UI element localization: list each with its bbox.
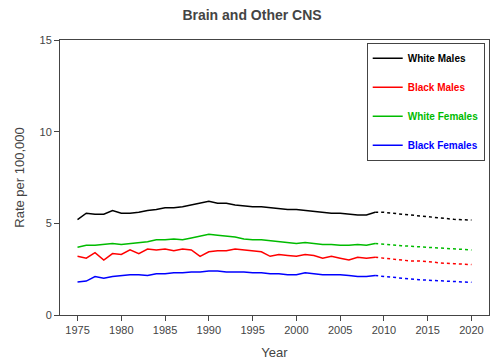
- svg-text:2020: 2020: [459, 324, 483, 336]
- svg-text:10: 10: [40, 126, 52, 138]
- svg-text:5: 5: [46, 217, 52, 229]
- svg-text:2010: 2010: [372, 324, 396, 336]
- svg-text:Black Females: Black Females: [408, 140, 478, 151]
- svg-text:Brain and Other CNS: Brain and Other CNS: [182, 7, 321, 23]
- svg-text:1990: 1990: [197, 324, 221, 336]
- svg-text:Black Males: Black Males: [408, 82, 466, 93]
- svg-text:2015: 2015: [415, 324, 439, 336]
- svg-text:1975: 1975: [65, 324, 89, 336]
- svg-text:Year: Year: [261, 345, 288, 360]
- svg-text:0: 0: [46, 309, 52, 321]
- svg-text:White Males: White Males: [408, 53, 466, 64]
- svg-text:White Females: White Females: [408, 111, 478, 122]
- svg-text:Rate per 100,000: Rate per 100,000: [12, 127, 27, 227]
- svg-text:2005: 2005: [328, 324, 352, 336]
- svg-text:1995: 1995: [240, 324, 264, 336]
- svg-text:1985: 1985: [153, 324, 177, 336]
- svg-text:15: 15: [40, 34, 52, 46]
- svg-text:2000: 2000: [284, 324, 308, 336]
- svg-text:1980: 1980: [109, 324, 133, 336]
